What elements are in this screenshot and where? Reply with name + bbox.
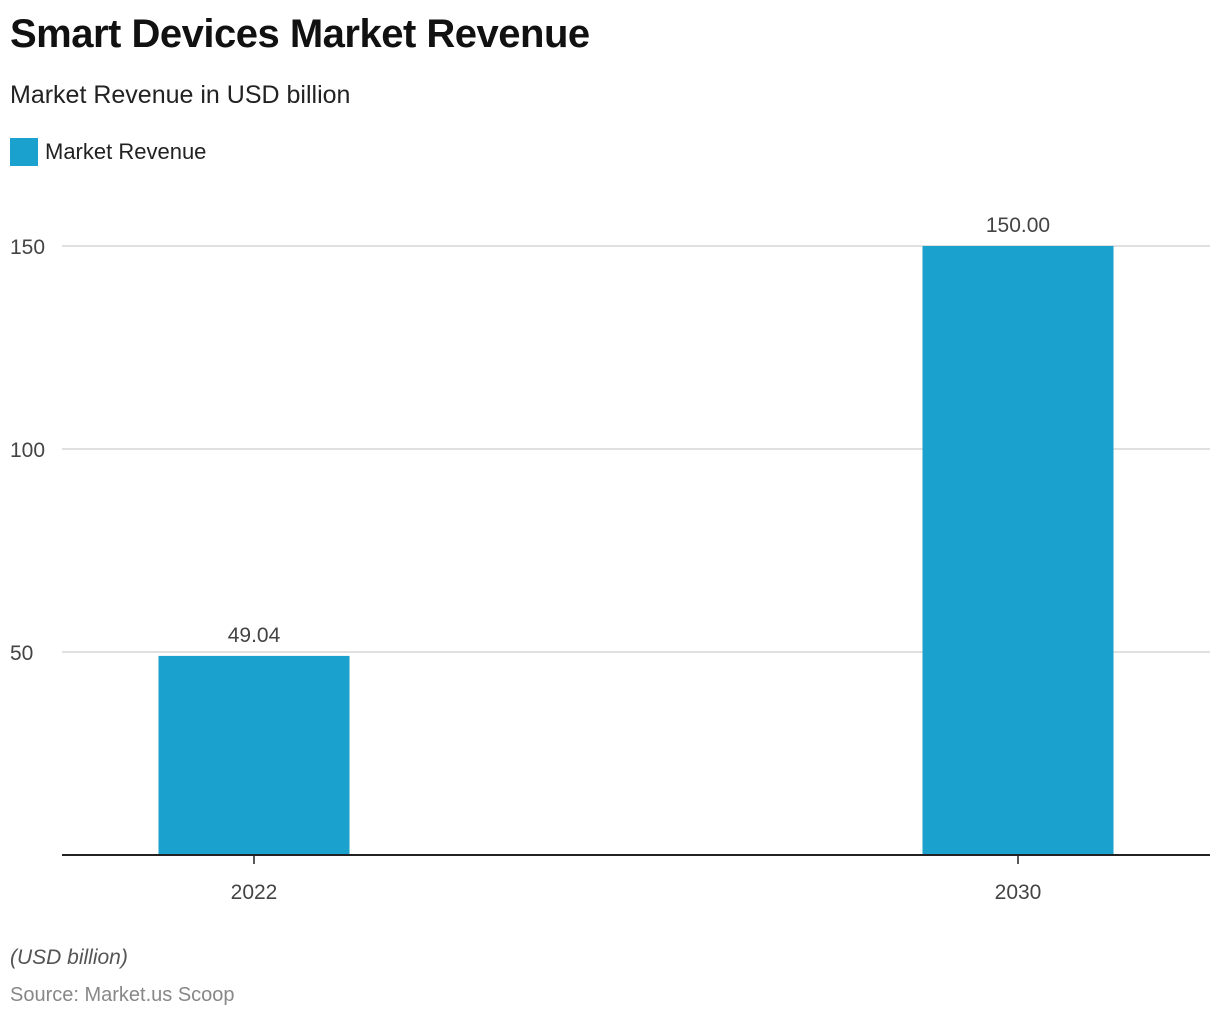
chart-subtitle: Market Revenue in USD billion <box>10 81 351 109</box>
legend: Market Revenue <box>10 138 206 166</box>
y-tick-label: 150 <box>10 236 45 259</box>
chart-title: Smart Devices Market Revenue <box>10 12 590 56</box>
bar-2022 <box>158 655 350 855</box>
y-tick-label: 50 <box>10 642 33 665</box>
bar-2030 <box>922 246 1114 855</box>
source-text: Source: Market.us Scoop <box>10 984 235 1006</box>
x-tick-label: 2022 <box>231 881 278 904</box>
y-tick-label: 100 <box>10 439 45 462</box>
data-label: 150.00 <box>986 214 1050 237</box>
data-label: 49.04 <box>228 624 281 647</box>
unit-note: (USD billion) <box>10 946 128 969</box>
x-tick-label: 2030 <box>995 881 1042 904</box>
legend-label: Market Revenue <box>45 139 207 164</box>
legend-swatch <box>10 138 38 166</box>
